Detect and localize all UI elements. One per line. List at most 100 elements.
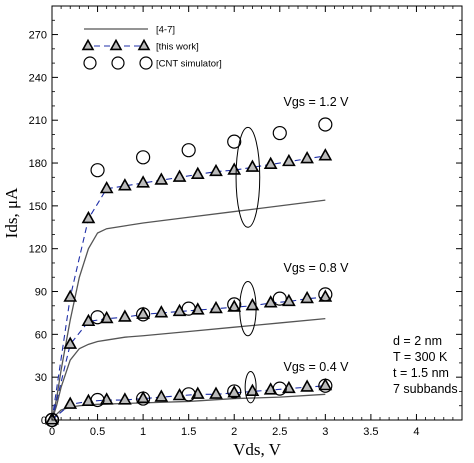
- legend: [4-7] [this work] [CNT simulator]: [81, 25, 222, 70]
- plot-frame: [51, 5, 463, 421]
- marker-this-work: [118, 309, 132, 322]
- y-tick-label: 180: [29, 158, 47, 170]
- parameter-line: t = 1.5 nm: [393, 366, 449, 380]
- curve-ref-47-vgs-0.8: [51, 317, 326, 421]
- marker-this-work: [300, 150, 314, 164]
- marker-this-work: [63, 396, 78, 409]
- marker-this-work: [154, 172, 169, 185]
- x-tick-label: 4: [413, 426, 419, 438]
- y-axis-label: Ids, μA: [2, 187, 21, 238]
- marker-this-work: [227, 162, 242, 175]
- marker-this-work: [118, 178, 132, 191]
- x-tick-label: 1: [140, 426, 146, 438]
- parameters-box: d = 2 nm T = 300 K t = 1.5 nm 7 subbands: [393, 334, 458, 396]
- legend-entry-label: [this work]: [156, 42, 199, 53]
- highlight-ellipse: [244, 370, 257, 404]
- x-tick-label: 3: [322, 426, 328, 438]
- marker-cnt-simulator: [318, 287, 333, 302]
- marker-cnt-simulator: [90, 310, 105, 325]
- highlight-ellipse: [235, 126, 261, 228]
- marker-this-work: [172, 169, 187, 182]
- parameter-line: T = 300 K: [393, 350, 448, 364]
- annotation-ellipses: [235, 126, 261, 404]
- marker-cnt-simulator: [227, 297, 242, 312]
- legend-swatch-circle: [111, 56, 125, 70]
- y-tick-label: 90: [35, 287, 47, 299]
- y-tick-label: 30: [35, 372, 47, 384]
- marker-this-work: [99, 180, 114, 194]
- vgs-annotation: Vgs = 0.8 V: [284, 261, 350, 275]
- plot-curves: [51, 155, 326, 421]
- marker-cnt-simulator: [227, 134, 242, 149]
- parameter-line: 7 subbands: [393, 382, 458, 396]
- marker-this-work: [227, 385, 242, 398]
- marker-cnt-simulator: [181, 301, 196, 316]
- marker-this-work: [318, 148, 333, 161]
- marker-this-work: [172, 303, 187, 317]
- marker-cnt-simulator: [181, 387, 196, 402]
- marker-cnt-simulator: [272, 291, 287, 306]
- marker-this-work: [63, 289, 78, 302]
- marker-this-work: [81, 210, 96, 224]
- marker-this-work: [136, 390, 150, 404]
- marker-this-work: [282, 153, 296, 167]
- legend-entry-label: [CNT simulator]: [156, 59, 222, 70]
- marker-this-work: [300, 290, 314, 304]
- highlight-ellipse: [239, 281, 257, 337]
- y-tick-label: 120: [29, 244, 47, 256]
- marker-this-work: [300, 379, 314, 392]
- x-tick-label: 2: [231, 426, 237, 438]
- marker-this-work: [282, 293, 296, 307]
- vgs-annotation: Vgs = 0.4 V: [284, 360, 350, 374]
- marker-this-work: [245, 383, 260, 397]
- legend-swatch-circle: [139, 56, 153, 70]
- x-tick-label: 0: [49, 426, 55, 438]
- y-tick-label: 60: [35, 329, 47, 341]
- marker-cnt-simulator: [136, 391, 151, 406]
- x-axis-label: Vds, V: [233, 440, 282, 459]
- x-tick-label: 3.5: [363, 426, 378, 438]
- marker-cnt-simulator: [272, 381, 287, 396]
- legend-swatch-triangle: [109, 38, 123, 51]
- marker-cnt-simulator: [136, 307, 151, 322]
- curve-ref-47-vgs-0.4: [51, 393, 326, 421]
- legend-entry-label: [4-7]: [156, 25, 175, 36]
- marker-this-work: [63, 336, 78, 349]
- marker-cnt-simulator: [181, 143, 196, 158]
- plot-markers: [44, 117, 333, 428]
- marker-cnt-simulator: [318, 117, 333, 132]
- curve-this-work-vgs-1.2: [51, 155, 326, 421]
- marker-cnt-simulator: [272, 125, 287, 141]
- marker-cnt-simulator: [227, 384, 242, 399]
- vgs-annotations: Vgs = 1.2 V Vgs = 0.8 V Vgs = 0.4 V: [284, 95, 350, 374]
- marker-this-work: [209, 300, 223, 314]
- marker-this-work: [190, 166, 205, 180]
- marker-this-work: [245, 298, 260, 311]
- marker-cnt-simulator: [318, 378, 333, 393]
- curve-this-work-vgs-0.4: [51, 385, 326, 421]
- marker-this-work: [136, 306, 150, 319]
- marker-this-work: [209, 163, 223, 177]
- curve-ref-47-vgs-1.2: [51, 199, 326, 421]
- marker-this-work: [318, 377, 333, 391]
- y-tick-label: 150: [29, 201, 47, 213]
- marker-this-work: [118, 392, 132, 405]
- marker-cnt-simulator: [90, 392, 105, 408]
- marker-this-work: [136, 175, 150, 188]
- legend-swatch-circle: [83, 56, 97, 70]
- marker-this-work: [209, 386, 223, 399]
- x-tick-label: 1.5: [181, 426, 196, 438]
- marker-this-work: [154, 305, 169, 318]
- legend-swatch-triangle: [81, 38, 95, 51]
- marker-cnt-simulator: [90, 163, 105, 178]
- y-tick-label: 210: [29, 115, 47, 127]
- y-tick-label: 240: [29, 72, 47, 84]
- marker-this-work: [245, 159, 260, 172]
- marker-cnt-simulator: [136, 150, 151, 165]
- marker-this-work: [263, 156, 278, 170]
- y-tick-label: 270: [29, 30, 47, 42]
- vgs-annotation: Vgs = 1.2 V: [284, 95, 350, 109]
- marker-this-work: [154, 389, 169, 402]
- x-tick-label: 2.5: [272, 426, 287, 438]
